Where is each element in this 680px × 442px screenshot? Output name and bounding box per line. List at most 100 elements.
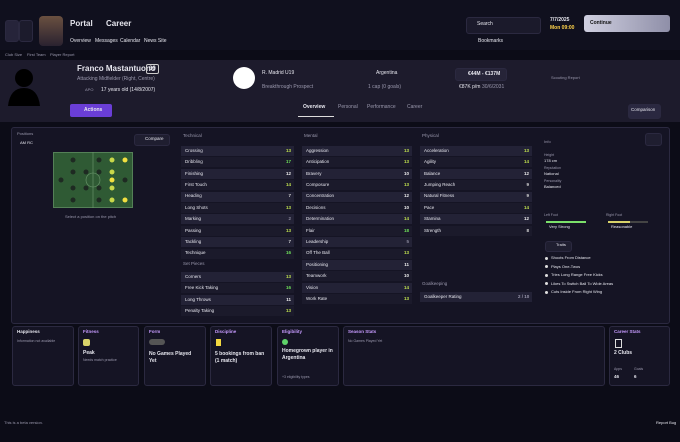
attribute-value: 12 (523, 170, 529, 176)
info-value: National (544, 171, 559, 176)
info-value: Balanced (544, 184, 561, 189)
avatar (39, 16, 63, 46)
breadcrumb[interactable]: Club Size (5, 52, 23, 57)
continue-label[interactable]: Continue (590, 20, 612, 26)
player-header (0, 60, 680, 122)
tab[interactable]: Career (407, 104, 423, 110)
subnav[interactable]: Messages (95, 38, 118, 44)
attribute-row (302, 157, 412, 168)
career-icon (615, 339, 622, 348)
positions-value: AM RC (20, 140, 33, 145)
attribute-name: Free Kick Taking (185, 285, 219, 291)
section-title: Technical (183, 133, 202, 138)
attribute-value: 14 (403, 284, 409, 290)
player-flag: APO (85, 87, 94, 92)
attribute-row (302, 271, 412, 282)
trait-bullet (545, 273, 548, 277)
wage: €87K p/m (459, 84, 481, 90)
beta-note: This is a beta version. (4, 420, 43, 425)
nation[interactable]: Argentina (376, 70, 398, 76)
subnav[interactable]: News Site (144, 38, 167, 44)
attribute-value: 18 (403, 227, 409, 233)
traits-button[interactable] (545, 241, 572, 252)
back-button[interactable] (5, 20, 19, 42)
attribute-value: 14 (523, 159, 529, 165)
stat-label: Apps (614, 367, 622, 371)
card-text: 2 Clubs (614, 350, 633, 356)
yellow-card (216, 339, 221, 346)
club[interactable]: R. Madrid U19 (262, 70, 295, 76)
squad-number: 30 (146, 64, 159, 74)
card[interactable] (144, 326, 206, 386)
attribute-value: 13 (285, 147, 291, 153)
forward-button[interactable] (19, 20, 33, 42)
positions-title: Positions (17, 131, 34, 136)
attribute-row (302, 180, 412, 191)
card-text: 5 bookings from ban (1 match) (215, 351, 265, 364)
breadcrumb[interactable]: First Team (27, 52, 46, 57)
attribute-row (302, 260, 412, 270)
attribute-name: Natural Fitness (424, 193, 455, 199)
card[interactable] (609, 326, 670, 386)
search[interactable]: Search (477, 21, 493, 27)
attribute-name: Long Throws (185, 296, 211, 302)
nav-portal[interactable]: Portal (70, 19, 93, 28)
comparison-label[interactable]: Comparison (631, 107, 656, 112)
card-text: Homegrown player in Argentina (282, 348, 333, 361)
breadcrumb: Player Report (50, 52, 75, 57)
bookmarks[interactable]: Bookmarks (478, 38, 504, 44)
comparison-button[interactable] (628, 104, 661, 119)
caps: 1 cap (0 goals) (368, 84, 402, 90)
trait-bullet (545, 282, 548, 285)
player-position: Attacking Midfielder (Right, Centre) (77, 76, 155, 82)
attribute-name: Passing (185, 227, 202, 233)
attribute-value: 13 (285, 227, 291, 233)
attribute-name: Corners (185, 273, 202, 279)
value-box (455, 68, 507, 81)
nav-career[interactable]: Career (106, 19, 132, 28)
attribute-value: 11 (286, 296, 291, 302)
card[interactable] (210, 326, 272, 386)
pitch[interactable] (53, 152, 133, 208)
card-title: Form (149, 329, 161, 334)
section-title: Physical (422, 133, 439, 138)
tab[interactable]: Performance (367, 104, 396, 110)
compare-label[interactable]: Compare (145, 136, 164, 141)
attribute-name: Heading (185, 193, 202, 199)
scouting-report[interactable]: Scouting Report (551, 75, 580, 80)
card-title: Season Stats (348, 329, 377, 334)
trait: Shoots From Distance (551, 255, 591, 260)
attribute-row (181, 146, 294, 156)
tab[interactable]: Personal (338, 104, 358, 110)
stat-value: 46 (614, 374, 620, 379)
foot-value: Very Strong (549, 224, 570, 229)
subnav[interactable]: Calendar (120, 38, 141, 44)
attribute-name: Jumping Reach (424, 182, 456, 187)
attribute-value: 9 (526, 193, 529, 199)
traits-title[interactable]: Traits (556, 242, 566, 247)
compare-button[interactable] (134, 134, 170, 146)
card[interactable] (78, 326, 139, 386)
attribute-name: Aggression (306, 147, 329, 153)
attribute-row (302, 225, 412, 236)
time: Mon 09:00 (550, 25, 575, 31)
continue-button[interactable] (584, 15, 670, 32)
attribute-value: 12 (523, 216, 529, 222)
tab[interactable]: Overview (303, 104, 326, 110)
attribute-name: Work Rate (306, 296, 328, 301)
actions-label[interactable]: Actions (84, 107, 103, 113)
attribute-row (181, 306, 294, 317)
report-bug[interactable]: Report Bug (656, 420, 677, 425)
trait: Likes To Switch Ball To Wide Areas (551, 280, 614, 286)
card-text: No Games Played Yet (149, 351, 192, 364)
card-title: Fitness (83, 329, 99, 334)
attribute-value: 7 (288, 239, 291, 244)
top-bar (0, 0, 680, 50)
info-toggle[interactable] (645, 133, 662, 146)
card[interactable] (343, 326, 605, 386)
card-note[interactable]: +3 eligibility types (282, 375, 310, 379)
card[interactable] (277, 326, 339, 386)
subnav[interactable]: Overview (70, 38, 91, 44)
actions-button[interactable] (70, 104, 112, 117)
attribute-row (181, 157, 294, 168)
